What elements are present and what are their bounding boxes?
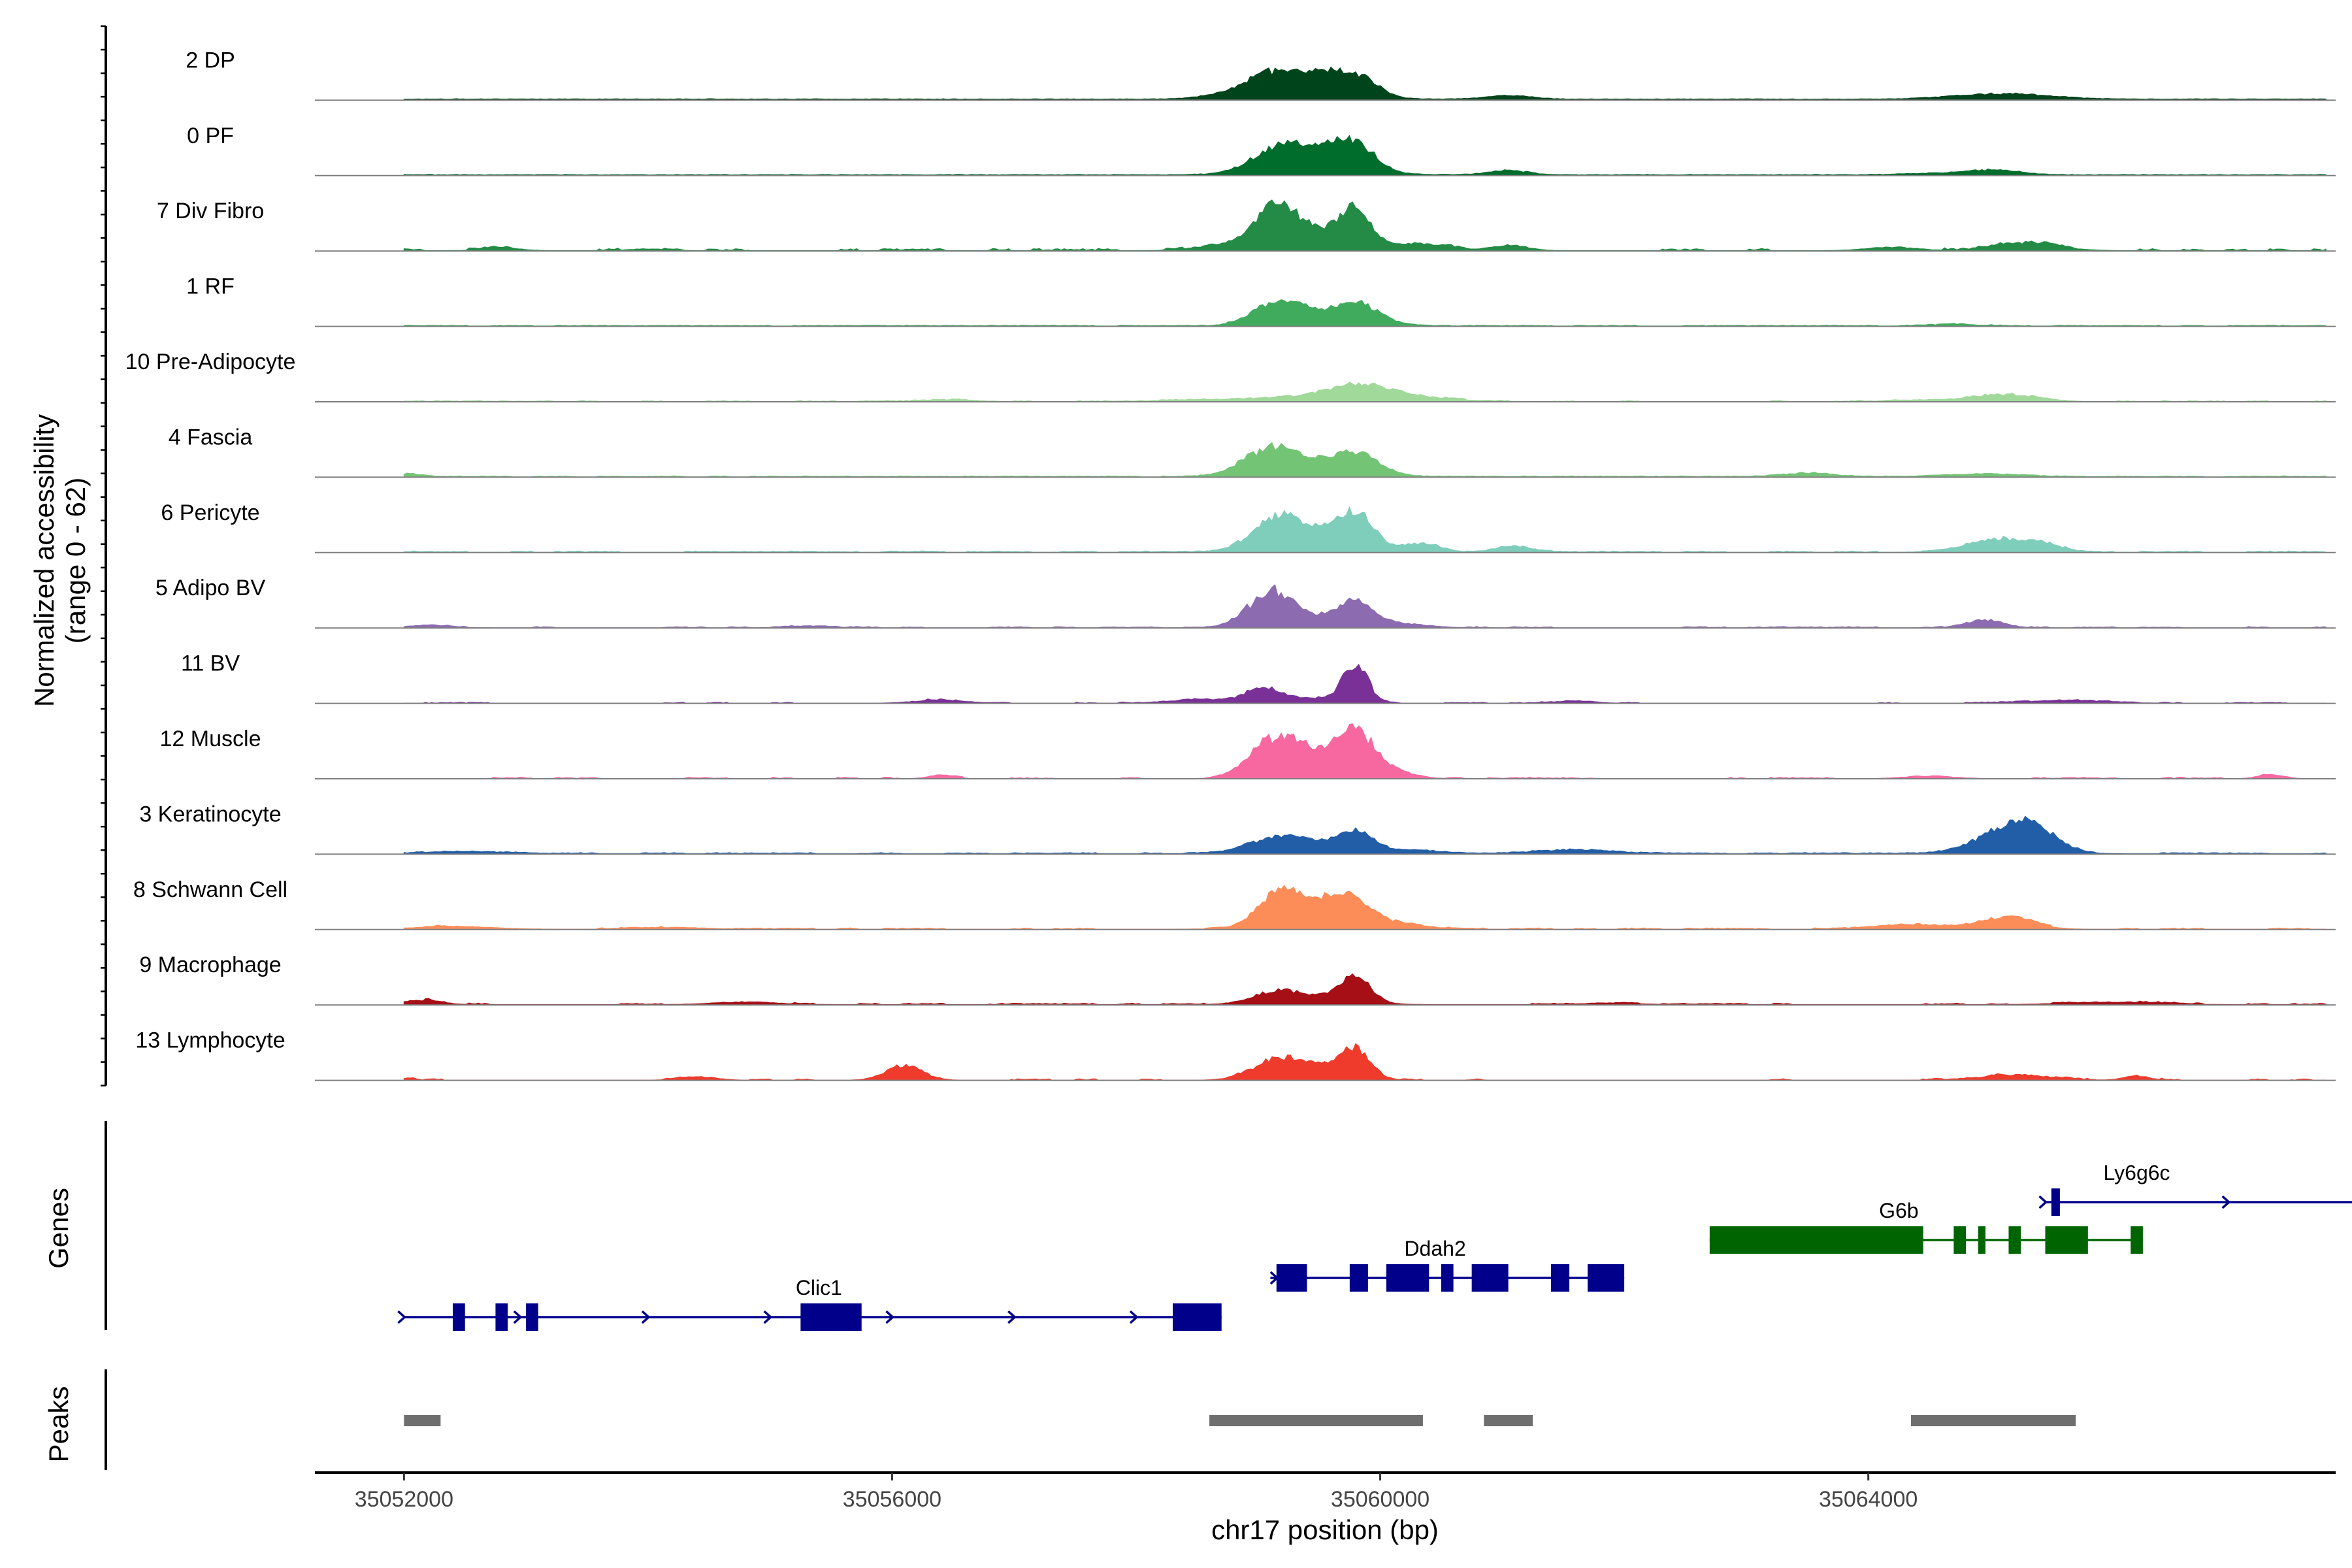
track-label: 13 Lymphocyte	[135, 1028, 285, 1053]
gene-exon	[1173, 1303, 1222, 1331]
coverage-area	[403, 299, 2327, 327]
coverage-area	[403, 66, 2327, 101]
track-1-rf: 1 RF	[186, 274, 2336, 327]
x-tick-label: 35052000	[355, 1487, 453, 1512]
x-axis-title: chr17 position (bp)	[1211, 1514, 1439, 1545]
y-axis-title-line2: (range 0 - 62)	[60, 478, 91, 644]
coverage-area	[403, 663, 2327, 704]
gene-ly6g6c: Ly6g6c	[2038, 1161, 2352, 1216]
strand-arrow	[397, 1310, 406, 1324]
gene-exon	[2051, 1188, 2060, 1216]
gene-exon	[1349, 1264, 1368, 1292]
track-2-dp: 2 DP	[186, 48, 2336, 101]
gene-exon	[1276, 1264, 1307, 1292]
coverage-area	[403, 135, 2327, 176]
strand-arrow	[885, 1310, 895, 1324]
coverage-area	[403, 723, 2327, 779]
x-tick-label: 35060000	[1331, 1487, 1429, 1512]
gene-exon	[1953, 1226, 1967, 1254]
coverage-area	[403, 442, 2327, 478]
coverage-area	[403, 973, 2327, 1005]
coverage-area	[403, 584, 2327, 629]
strand-arrow	[2038, 1195, 2048, 1209]
gene-label: Ddah2	[1404, 1237, 1465, 1260]
track-3-keratinocyte: 3 Keratinocyte	[139, 802, 2336, 855]
gene-ddah2: Ddah2	[1269, 1237, 1625, 1292]
x-axis: 35052000 35056000 35060000 35064000	[315, 1471, 2336, 1512]
coverage-area	[403, 885, 2327, 930]
peaks-track	[404, 1415, 2076, 1426]
gene-exon	[1441, 1264, 1454, 1292]
gene-exon	[800, 1303, 862, 1331]
track-9-macrophage: 9 Macrophage	[139, 953, 2336, 1006]
gene-exon	[526, 1303, 538, 1331]
track-10-pre-adipocyte: 10 Pre-Adipocyte	[125, 350, 2336, 402]
track-label: 7 Div Fibro	[157, 199, 264, 223]
y-axis-title-line1: Normalized accessibility	[29, 414, 59, 707]
track-6-pericyte: 6 Pericyte	[161, 500, 2336, 553]
genes-panel-title: Genes	[43, 1188, 74, 1269]
track-label: 5 Adipo BV	[155, 576, 266, 600]
track-label: 0 PF	[187, 123, 234, 148]
gene-label: G6b	[1879, 1199, 1918, 1222]
gene-exon	[1551, 1264, 1570, 1292]
gene-exon	[2008, 1226, 2021, 1254]
gene-label: Ly6g6c	[2104, 1161, 2170, 1184]
gene-exon	[1709, 1226, 1923, 1254]
gene-clic1: Clic1	[397, 1276, 1222, 1331]
gene-g6b: G6b	[1709, 1199, 2143, 1254]
gene-exon	[1588, 1264, 1625, 1292]
track-label: 1 RF	[186, 274, 235, 299]
gene-exon	[495, 1303, 508, 1331]
track-label: 4 Fascia	[169, 425, 253, 449]
peak-region	[1911, 1415, 2076, 1426]
peak-region	[404, 1415, 441, 1426]
track-4-fascia: 4 Fascia	[169, 425, 2336, 478]
gene-exon	[2045, 1226, 2088, 1254]
strand-arrow	[2221, 1195, 2231, 1209]
gene-exon	[1386, 1264, 1429, 1292]
strand-arrow	[641, 1310, 651, 1324]
coverage-area	[403, 506, 2327, 553]
peak-region	[1209, 1415, 1423, 1426]
track-label: 11 BV	[181, 651, 240, 676]
gene-label: Clic1	[796, 1276, 842, 1299]
track-7-div-fibro: 7 Div Fibro	[157, 199, 2336, 252]
x-tick-label: 35056000	[843, 1487, 941, 1512]
track-5-adipo-bv: 5 Adipo BV	[155, 576, 2336, 629]
track-8-schwann-cell: 8 Schwann Cell	[133, 877, 2336, 930]
strand-arrow	[1007, 1310, 1017, 1324]
gene-annotation-track: Clic1 Ddah2 G6b Ly6g6c	[397, 1161, 2352, 1331]
coverage-area	[403, 199, 2327, 252]
track-label: 10 Pre-Adipocyte	[125, 350, 296, 374]
gene-exon	[453, 1303, 465, 1331]
coverage-tracks: 2 DP 0 PF 7 Div Fibro 1 RF 10 Pre-Adipocyte 4…	[125, 48, 2336, 1081]
track-label: 3 Keratinocyte	[139, 802, 281, 826]
track-0-pf: 0 PF	[187, 123, 2336, 176]
strand-arrow	[513, 1310, 523, 1324]
track-13-lymphocyte: 13 Lymphocyte	[135, 1028, 2336, 1081]
strand-arrow	[1129, 1310, 1139, 1324]
peak-region	[1484, 1415, 1533, 1426]
track-11-bv: 11 BV	[181, 651, 2336, 704]
x-tick-label: 35064000	[1819, 1487, 1918, 1512]
coverage-area	[403, 815, 2327, 855]
track-12-muscle: 12 Muscle	[160, 723, 2336, 779]
track-label: 6 Pericyte	[161, 500, 259, 525]
track-label: 2 DP	[186, 48, 235, 73]
track-label: 8 Schwann Cell	[133, 877, 287, 902]
peaks-panel-title: Peaks	[43, 1386, 74, 1463]
coverage-area	[403, 382, 2327, 402]
strand-arrow	[763, 1310, 773, 1324]
gene-exon	[1978, 1226, 1985, 1254]
left-axis-lines	[101, 25, 107, 1470]
track-label: 12 Muscle	[160, 727, 261, 751]
track-label: 9 Macrophage	[139, 953, 281, 977]
gene-exon	[2131, 1226, 2143, 1254]
gene-exon	[1471, 1264, 1509, 1292]
coverage-area	[403, 1043, 2327, 1081]
